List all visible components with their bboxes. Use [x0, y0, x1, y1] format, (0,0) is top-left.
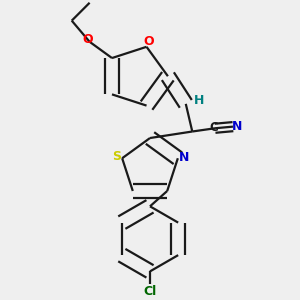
Text: C: C: [209, 121, 218, 134]
Text: H: H: [194, 94, 204, 107]
Text: Cl: Cl: [143, 285, 157, 298]
Text: N: N: [178, 151, 189, 164]
Text: O: O: [144, 35, 154, 48]
Text: S: S: [112, 150, 121, 163]
Text: O: O: [83, 33, 93, 46]
Text: N: N: [232, 120, 242, 133]
